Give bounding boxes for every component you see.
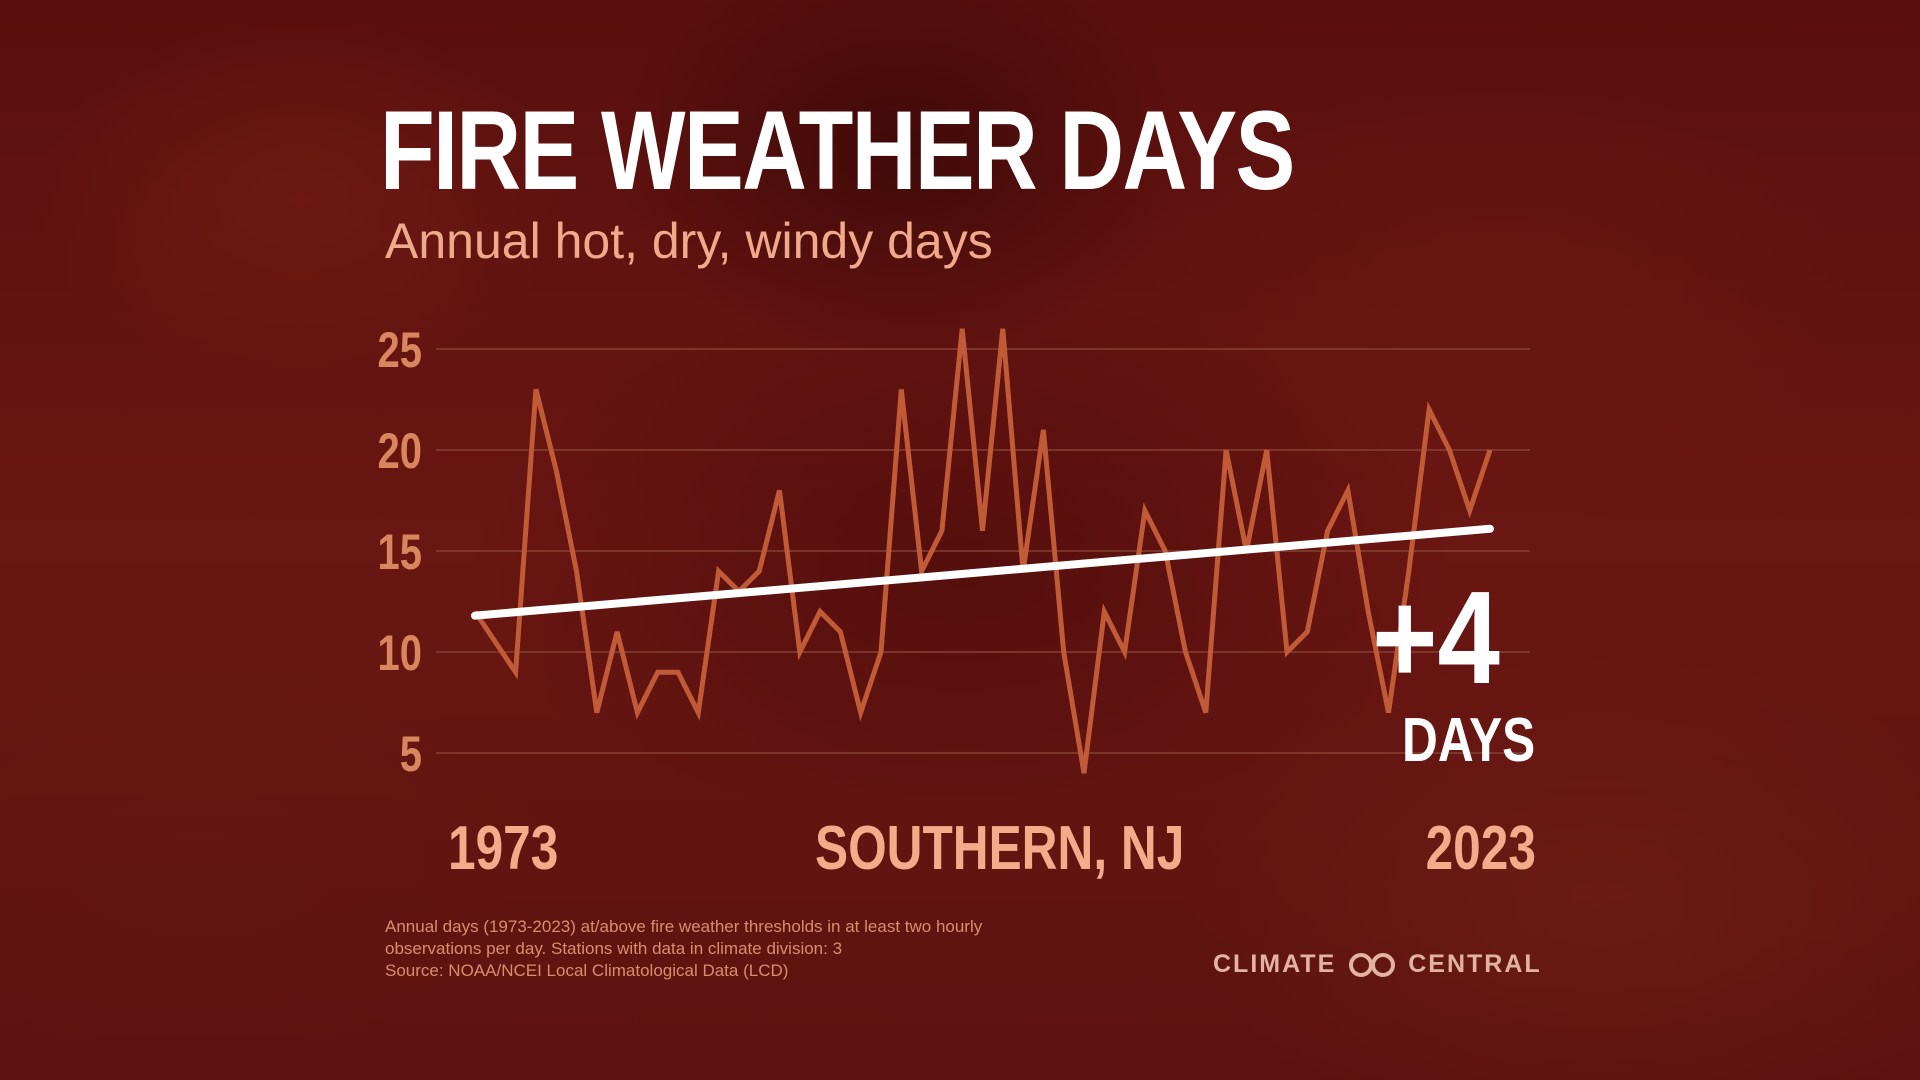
footnote-line: Annual days (1973-2023) at/above fire we… bbox=[385, 917, 983, 936]
trend-line bbox=[471, 524, 1494, 620]
y-tick-label: 15 bbox=[378, 524, 422, 580]
change-unit: DAYS bbox=[1402, 706, 1536, 775]
footnote: Annual days (1973-2023) at/above fire we… bbox=[385, 916, 1145, 982]
infinity-icon bbox=[1349, 952, 1396, 977]
logo-text-right: CENTRAL bbox=[1408, 950, 1542, 978]
y-axis-ticks: 5 10 15 20 25 bbox=[378, 322, 422, 782]
y-tick-label: 10 bbox=[378, 625, 422, 681]
y-tick-label: 20 bbox=[378, 423, 422, 479]
series-layer bbox=[471, 328, 1494, 774]
footnote-line: Source: NOAA/NCEI Local Climatological D… bbox=[385, 961, 789, 980]
x-tick-start: 1973 bbox=[448, 814, 559, 883]
chart-subtitle: Annual hot, dry, windy days bbox=[385, 213, 993, 269]
footnote-line: observations per day. Stations with data… bbox=[385, 939, 843, 958]
gridlines bbox=[436, 348, 1530, 754]
series-line-annual-days bbox=[472, 328, 1493, 774]
y-tick-label: 25 bbox=[378, 322, 422, 378]
location-label: SOUTHERN, NJ bbox=[815, 814, 1185, 883]
chart-title: FIRE WEATHER DAYS bbox=[380, 88, 1295, 213]
climate-central-logo: CLIMATE CENTRAL bbox=[1213, 950, 1542, 979]
y-tick-label: 5 bbox=[400, 726, 422, 782]
x-tick-end: 2023 bbox=[1425, 814, 1536, 883]
change-value: +4 bbox=[1372, 564, 1500, 711]
logo-text-left: CLIMATE bbox=[1213, 950, 1337, 978]
